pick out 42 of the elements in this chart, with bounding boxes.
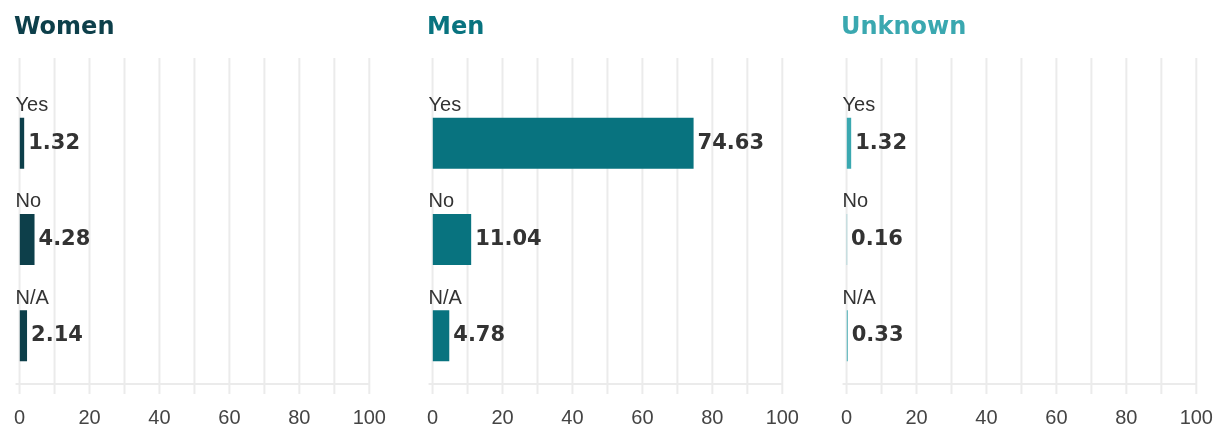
x-tick-label: 80 bbox=[701, 405, 724, 428]
data-label: 11.04 bbox=[475, 225, 542, 250]
data-label: 0.33 bbox=[851, 322, 904, 347]
x-tick-label: 100 bbox=[765, 405, 799, 428]
data-label: 74.63 bbox=[697, 129, 765, 154]
x-tick-label: 80 bbox=[1115, 405, 1138, 428]
y-tick-label: No bbox=[842, 189, 869, 212]
y-tick-label: N/A bbox=[15, 285, 50, 308]
x-tick-label: 60 bbox=[1045, 405, 1068, 428]
x-tick-label: 0 bbox=[14, 405, 26, 428]
x-tick-label: 20 bbox=[491, 405, 514, 428]
x-tick-label: 40 bbox=[561, 405, 584, 428]
y-tick-label: No bbox=[428, 189, 455, 212]
x-tick-label: 60 bbox=[631, 405, 654, 428]
data-label: 1.32 bbox=[28, 129, 81, 154]
bar bbox=[432, 310, 450, 362]
chart-title: Men bbox=[427, 12, 485, 40]
data-label: 2.14 bbox=[31, 322, 83, 347]
x-tick-label: 60 bbox=[218, 405, 241, 428]
x-tick-label: 80 bbox=[288, 405, 311, 428]
x-tick-label: 40 bbox=[148, 405, 171, 428]
x-tick-label: 100 bbox=[1179, 405, 1213, 428]
y-tick-label: Yes bbox=[428, 93, 462, 116]
x-tick-label: 20 bbox=[78, 405, 101, 428]
y-tick-label: No bbox=[15, 189, 42, 212]
x-tick-label: 0 bbox=[841, 405, 853, 428]
x-tick-label: 20 bbox=[905, 405, 928, 428]
y-tick-label: N/A bbox=[842, 285, 877, 308]
chart-title: Unknown bbox=[841, 12, 967, 40]
data-label: 4.28 bbox=[38, 225, 91, 250]
data-label: 1.32 bbox=[855, 129, 908, 154]
x-tick-label: 0 bbox=[427, 405, 439, 428]
bar bbox=[432, 213, 472, 266]
y-tick-label: N/A bbox=[428, 285, 463, 308]
bar bbox=[432, 117, 694, 169]
y-tick-label: Yes bbox=[15, 93, 49, 116]
x-tick-label: 100 bbox=[352, 405, 386, 428]
chart-title: Women bbox=[14, 12, 115, 40]
y-tick-label: Yes bbox=[842, 93, 876, 116]
data-label: 4.78 bbox=[453, 322, 506, 347]
data-label: 0.16 bbox=[851, 225, 903, 250]
x-tick-label: 40 bbox=[975, 405, 998, 428]
